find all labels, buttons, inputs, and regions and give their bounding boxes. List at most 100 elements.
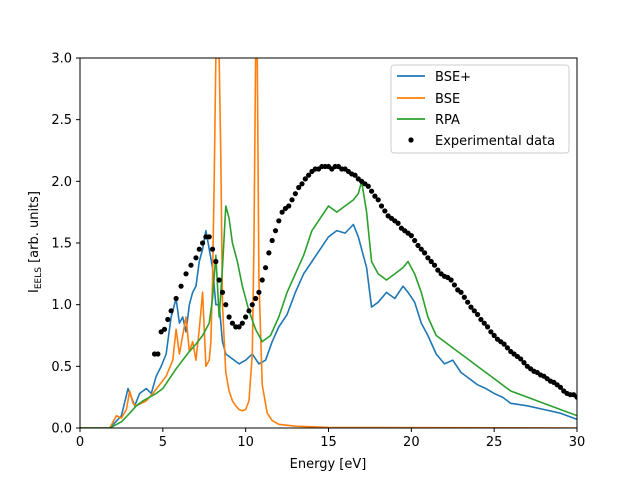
- data-point-experimental-data: [365, 183, 371, 189]
- x-tick-label: 30: [569, 435, 586, 450]
- data-point-experimental-data: [206, 234, 212, 240]
- data-point-experimental-data: [165, 316, 171, 323]
- data-point-experimental-data: [471, 308, 477, 314]
- data-point-experimental-data: [382, 208, 388, 214]
- data-point-experimental-data: [465, 299, 471, 305]
- data-point-experimental-data: [216, 277, 222, 283]
- data-point-experimental-data: [306, 172, 312, 178]
- data-point-experimental-data: [302, 176, 308, 182]
- data-point-experimental-data: [501, 341, 507, 347]
- y-tick-label: 2.5: [51, 113, 72, 128]
- legend-label-bse: BSE: [435, 92, 460, 107]
- y-tick-label: 1.5: [51, 237, 72, 252]
- data-point-experimental-data: [262, 265, 269, 271]
- legend-label-rpa: RPA: [435, 113, 460, 128]
- data-point-experimental-data: [259, 277, 265, 283]
- plot-area: [80, 58, 577, 428]
- data-point-experimental-data: [155, 351, 161, 357]
- x-tick-label: 10: [237, 435, 254, 450]
- series-line-bse: [80, 58, 577, 428]
- data-point-experimental-data: [412, 237, 418, 244]
- data-point-experimental-data: [289, 197, 295, 203]
- data-point-experimental-data: [491, 332, 497, 339]
- data-point-experimental-data: [352, 172, 358, 178]
- data-point-experimental-data: [468, 304, 474, 310]
- data-point-experimental-data: [193, 255, 199, 261]
- data-point-experimental-data: [478, 316, 484, 323]
- y-tick-label: 3.0: [51, 52, 72, 67]
- data-point-experimental-data: [395, 220, 401, 226]
- data-point-experimental-data: [188, 262, 194, 268]
- data-point-experimental-data: [286, 203, 292, 209]
- data-point-experimental-data: [299, 181, 305, 187]
- data-point-experimental-data: [475, 311, 481, 318]
- data-point-experimental-data: [435, 267, 441, 273]
- legend-frame: [390, 64, 570, 154]
- data-point-experimental-data: [226, 314, 232, 320]
- x-tick-label: 20: [403, 435, 420, 450]
- series-line-bse: [80, 223, 577, 428]
- data-point-experimental-data: [209, 246, 216, 252]
- y-tick-label: 2.0: [51, 175, 72, 190]
- x-tick-label: 15: [320, 435, 337, 450]
- data-point-experimental-data: [408, 233, 414, 239]
- data-point-experimental-data: [199, 240, 206, 246]
- y-tick-label: 0.0: [51, 422, 72, 437]
- data-point-experimental-data: [418, 246, 424, 252]
- data-point-experimental-data: [481, 320, 487, 326]
- y-axis-label-rest: [arb. units]: [27, 191, 42, 267]
- data-point-experimental-data: [178, 283, 184, 289]
- data-point-experimental-data: [574, 394, 577, 400]
- data-point-experimental-data: [272, 228, 279, 234]
- x-tick-label: 25: [486, 435, 503, 450]
- data-point-experimental-data: [296, 184, 302, 191]
- y-axis-label-subscript: EELS: [34, 267, 44, 289]
- data-point-experimental-data: [488, 329, 494, 335]
- data-point-experimental-data: [451, 282, 458, 288]
- legend: BSE+ BSE RPA Experimental data: [390, 64, 570, 154]
- data-point-experimental-data: [253, 295, 259, 302]
- x-tick-label: 0: [76, 435, 84, 450]
- data-point-experimental-data: [521, 360, 527, 366]
- data-point-experimental-data: [557, 384, 564, 390]
- data-point-experimental-data: [448, 277, 454, 283]
- data-point-experimental-data: [213, 258, 219, 265]
- data-point-experimental-data: [431, 262, 438, 268]
- axes: 0 5 10 15 20 25 30 0.0 0.5 1.0 1.5 2.0 2.5 3.0: [51, 52, 585, 451]
- data-point-experimental-data: [239, 320, 245, 326]
- data-point-experimental-data: [461, 294, 467, 300]
- legend-swatch-experimental: [408, 137, 414, 143]
- y-tick-label: 1.0: [51, 298, 72, 313]
- data-point-experimental-data: [196, 246, 202, 252]
- data-point-experimental-data: [229, 320, 236, 326]
- data-point-experimental-data: [269, 237, 275, 244]
- data-point-experimental-data: [161, 326, 168, 332]
- data-point-experimental-data: [378, 203, 385, 209]
- data-point-experimental-data: [368, 188, 375, 194]
- data-point-experimental-data: [484, 324, 491, 330]
- data-point-experimental-data: [372, 193, 378, 199]
- data-point-experimental-data: [292, 191, 298, 197]
- data-point-experimental-data: [168, 308, 174, 314]
- data-point-experimental-data: [249, 302, 255, 308]
- x-axis-label: Energy [eV]: [290, 457, 367, 472]
- data-point-experimental-data: [458, 289, 464, 295]
- data-point-experimental-data: [173, 295, 179, 302]
- data-point-experimental-data: [415, 242, 421, 249]
- data-point-experimental-data: [279, 209, 285, 215]
- data-point-experimental-data: [421, 250, 428, 256]
- y-axis-label: IEELS [arb. units]: [27, 191, 44, 293]
- y-axis-label-main: I: [27, 289, 42, 293]
- data-point-experimental-data: [266, 250, 272, 256]
- series-line-rpa: [80, 180, 577, 428]
- data-point-experimental-data: [504, 345, 511, 351]
- data-point-experimental-data: [183, 271, 189, 277]
- data-point-experimental-data: [236, 324, 242, 330]
- data-point-experimental-data: [425, 255, 431, 261]
- data-point-experimental-data: [223, 302, 229, 308]
- data-point-experimental-data: [375, 197, 381, 203]
- data-point-experimental-data: [518, 356, 524, 362]
- legend-label-bse-plus: BSE+: [435, 70, 471, 85]
- legend-label-experimental: Experimental data: [435, 134, 555, 149]
- data-point-experimental-data: [219, 289, 226, 295]
